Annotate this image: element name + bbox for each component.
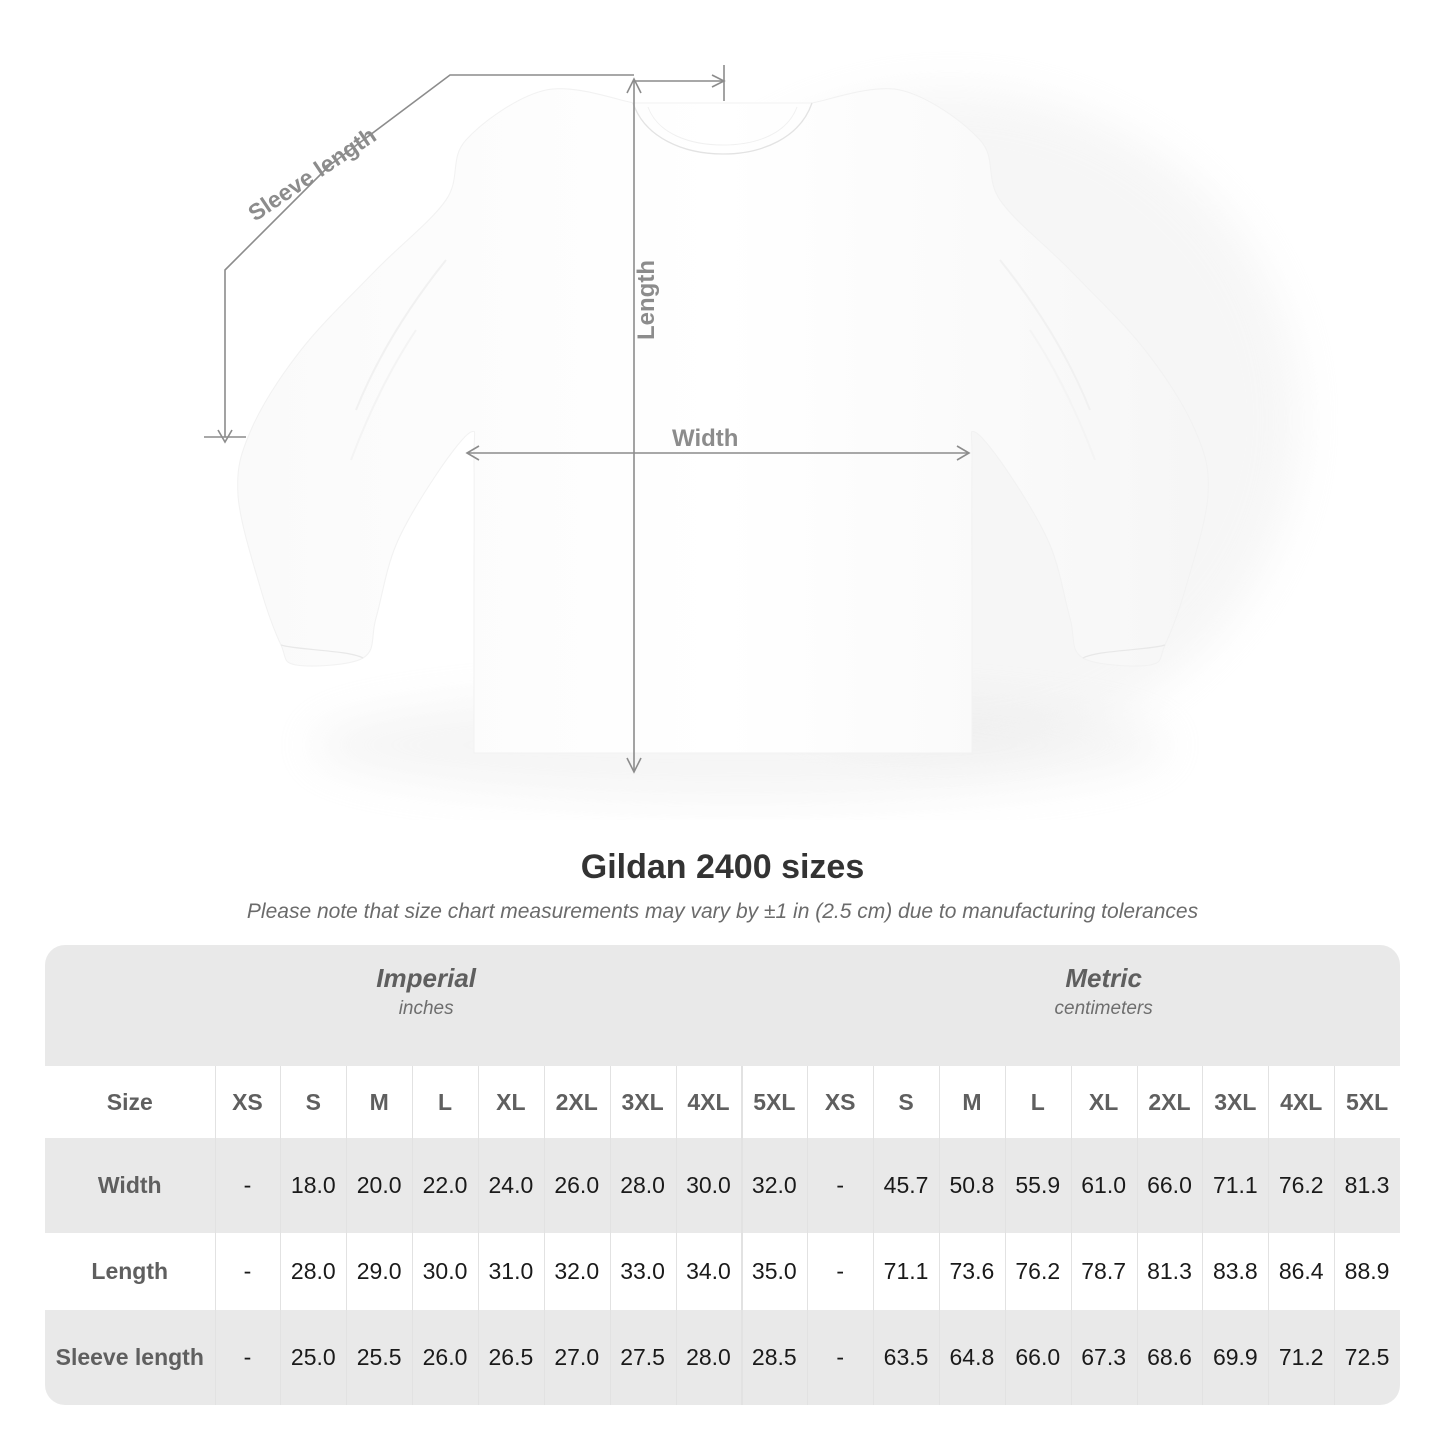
svg-text:Sleeve length: Sleeve length (243, 122, 380, 226)
svg-text:Width: Width (672, 425, 738, 452)
svg-text:Length: Length (633, 260, 660, 340)
